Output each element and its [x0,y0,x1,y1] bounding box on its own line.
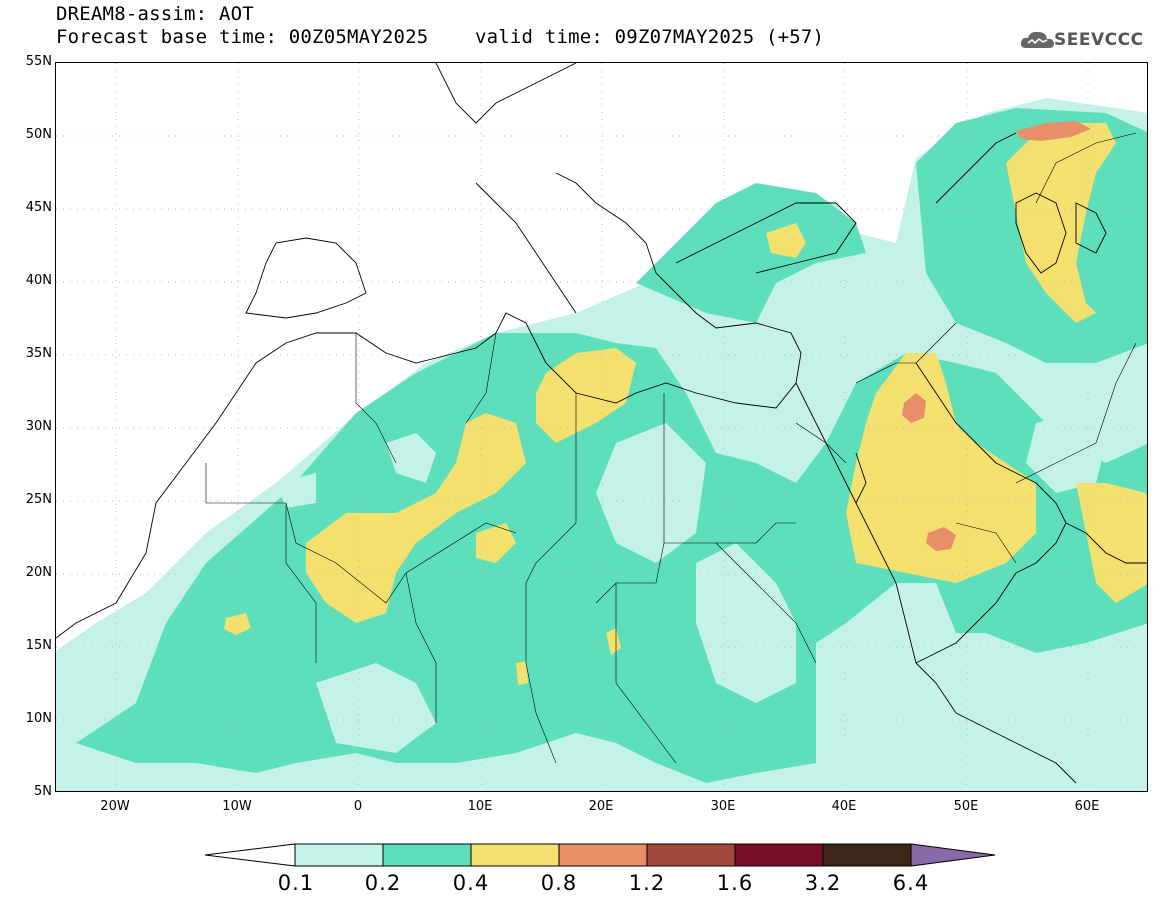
lat-label-35n: 35N [25,346,52,361]
colorbar-over-triangle [910,843,996,867]
colorbar-label-0.1: 0.1 [277,871,315,895]
lon-label-40e: 40E [831,799,857,814]
lat-label-15n: 15N [25,638,52,653]
lat-label-10n: 10N [25,711,52,726]
aot-band-0.4 [224,123,1147,685]
forecast-time-line: Forecast base time: 00Z05MAY2025 valid t… [56,26,825,48]
logo-text: SEEVCCC [1054,30,1144,50]
colorbar-label-3.2: 3.2 [804,871,842,895]
lat-label-25n: 25N [25,492,52,507]
lat-label-20n: 20N [25,565,52,580]
lon-label-30e: 30E [710,799,736,814]
colorbar-label-1.6: 1.6 [716,871,754,895]
lat-label-45n: 45N [25,200,52,215]
colorbar-segment-0.8 [558,843,648,867]
colorbar-under-triangle [205,843,296,867]
graticule [56,63,1147,791]
map-canvas [56,63,1147,791]
lon-label-10w: 10W [222,799,252,814]
lon-label-10e: 10E [467,799,493,814]
country-borders [205,132,1137,764]
cloud-icon [1020,31,1054,48]
colorbar-segment-0.2 [382,843,472,867]
colorbar-segment-0.4 [470,843,560,867]
aot-map [55,62,1148,792]
lon-label-20e: 20E [588,799,614,814]
lon-label-20w: 20W [100,799,130,814]
lon-label-60e: 60E [1074,799,1100,814]
lon-label-0: 0 [353,799,363,814]
colorbar-label-0.8: 0.8 [540,871,578,895]
aot-band-0.8 [902,121,1091,551]
lat-label-40n: 40N [25,273,52,288]
lat-label-30n: 30N [25,419,52,434]
colorbar-segment-0.1 [294,843,384,867]
lat-label-5n: 5N [34,784,52,799]
colorbar-segment-1.6 [734,843,824,867]
colorbar [205,843,996,867]
colorbar-label-1.2: 1.2 [628,871,666,895]
lon-label-50e: 50E [953,799,979,814]
seevccc-logo [1018,26,1158,56]
colorbar-label-0.2: 0.2 [364,871,402,895]
lat-label-50n: 50N [25,127,52,142]
colorbar-segment-3.2 [822,843,912,867]
colorbar-label-6.4: 6.4 [892,871,930,895]
colorbar-label-0.4: 0.4 [452,871,490,895]
lat-label-55n: 55N [25,54,52,69]
colorbar-segment-1.2 [646,843,736,867]
map-title: DREAM8-assim: AOT [56,3,254,25]
aot-band-0.1-holes [276,413,1106,753]
